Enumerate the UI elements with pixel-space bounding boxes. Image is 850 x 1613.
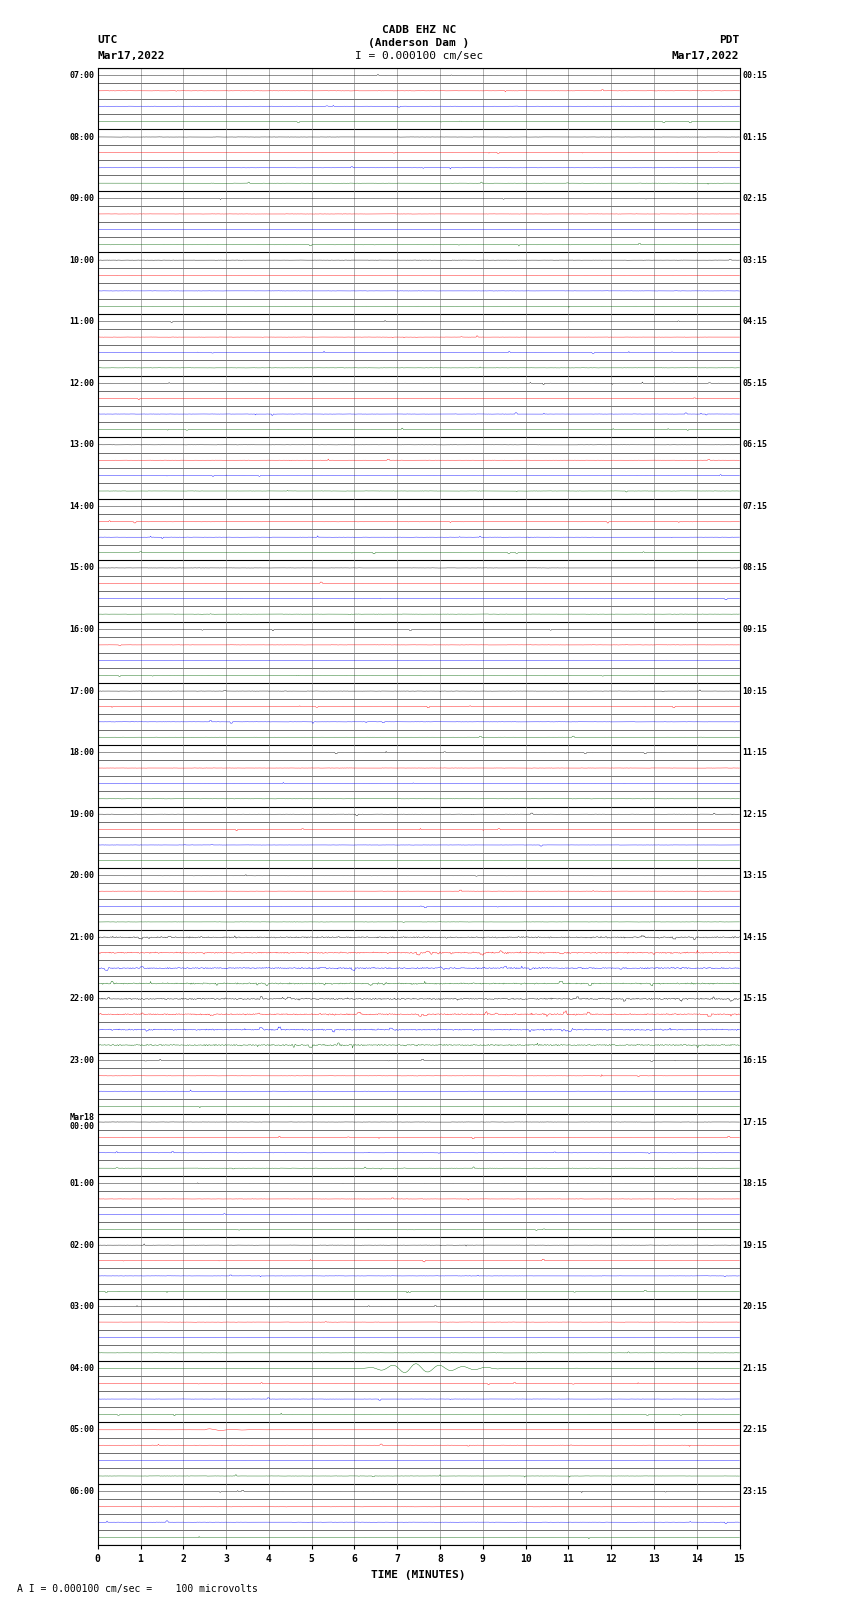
Text: (Anderson Dam ): (Anderson Dam ) xyxy=(368,39,470,48)
Text: UTC: UTC xyxy=(98,35,118,45)
Text: 21:15: 21:15 xyxy=(743,1363,768,1373)
Text: 01:15: 01:15 xyxy=(743,132,768,142)
Text: 11:00: 11:00 xyxy=(70,318,94,326)
Text: 01:00: 01:00 xyxy=(70,1179,94,1189)
Text: 10:15: 10:15 xyxy=(743,687,768,695)
Text: 11:15: 11:15 xyxy=(743,748,768,756)
Text: 09:00: 09:00 xyxy=(70,194,94,203)
Text: 04:00: 04:00 xyxy=(70,1363,94,1373)
Text: 17:15: 17:15 xyxy=(743,1118,768,1126)
Text: CADB EHZ NC: CADB EHZ NC xyxy=(382,26,456,35)
Text: 20:15: 20:15 xyxy=(743,1302,768,1311)
Text: 18:15: 18:15 xyxy=(743,1179,768,1189)
Text: A I = 0.000100 cm/sec =    100 microvolts: A I = 0.000100 cm/sec = 100 microvolts xyxy=(17,1584,258,1594)
Text: 18:00: 18:00 xyxy=(70,748,94,756)
Text: 13:15: 13:15 xyxy=(743,871,768,881)
Text: 05:00: 05:00 xyxy=(70,1426,94,1434)
Text: 12:00: 12:00 xyxy=(70,379,94,387)
Text: 23:15: 23:15 xyxy=(743,1487,768,1495)
Text: 07:00: 07:00 xyxy=(70,71,94,81)
Text: 00:15: 00:15 xyxy=(743,71,768,81)
Text: 15:00: 15:00 xyxy=(70,563,94,573)
Text: 13:00: 13:00 xyxy=(70,440,94,450)
Text: 16:00: 16:00 xyxy=(70,624,94,634)
Text: 14:15: 14:15 xyxy=(743,932,768,942)
Text: 00:00: 00:00 xyxy=(70,1123,94,1131)
Text: 22:00: 22:00 xyxy=(70,994,94,1003)
Text: 19:15: 19:15 xyxy=(743,1240,768,1250)
Text: 06:15: 06:15 xyxy=(743,440,768,450)
Text: 20:00: 20:00 xyxy=(70,871,94,881)
Text: 04:15: 04:15 xyxy=(743,318,768,326)
Text: 17:00: 17:00 xyxy=(70,687,94,695)
Text: 02:00: 02:00 xyxy=(70,1240,94,1250)
Text: Mar17,2022: Mar17,2022 xyxy=(672,52,740,61)
Text: Mar17,2022: Mar17,2022 xyxy=(98,52,165,61)
Text: 15:15: 15:15 xyxy=(743,994,768,1003)
Text: 05:15: 05:15 xyxy=(743,379,768,387)
Text: 19:00: 19:00 xyxy=(70,810,94,819)
Text: 08:15: 08:15 xyxy=(743,563,768,573)
Text: 21:00: 21:00 xyxy=(70,932,94,942)
Text: 03:15: 03:15 xyxy=(743,255,768,265)
Text: 22:15: 22:15 xyxy=(743,1426,768,1434)
X-axis label: TIME (MINUTES): TIME (MINUTES) xyxy=(371,1569,466,1579)
Text: I = 0.000100 cm/sec: I = 0.000100 cm/sec xyxy=(355,52,483,61)
Text: 07:15: 07:15 xyxy=(743,502,768,511)
Text: 02:15: 02:15 xyxy=(743,194,768,203)
Text: PDT: PDT xyxy=(719,35,740,45)
Text: 12:15: 12:15 xyxy=(743,810,768,819)
Text: 14:00: 14:00 xyxy=(70,502,94,511)
Text: 06:00: 06:00 xyxy=(70,1487,94,1495)
Text: 23:00: 23:00 xyxy=(70,1057,94,1065)
Text: Mar18: Mar18 xyxy=(70,1113,94,1123)
Text: 08:00: 08:00 xyxy=(70,132,94,142)
Text: 16:15: 16:15 xyxy=(743,1057,768,1065)
Text: 03:00: 03:00 xyxy=(70,1302,94,1311)
Text: 10:00: 10:00 xyxy=(70,255,94,265)
Text: 09:15: 09:15 xyxy=(743,624,768,634)
